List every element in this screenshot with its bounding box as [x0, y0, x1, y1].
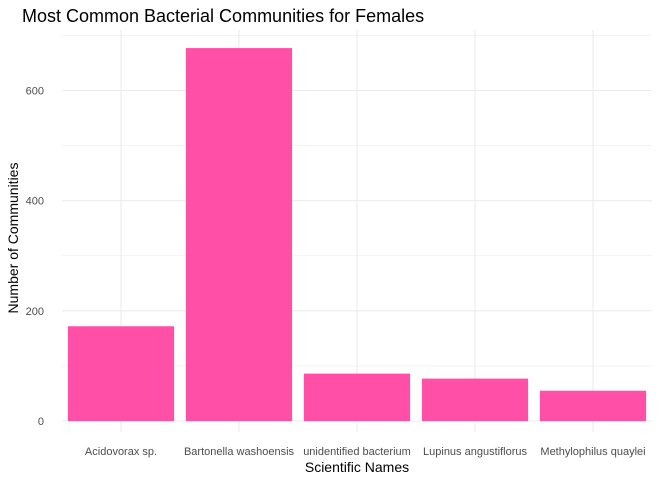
y-tick-label: 400 — [26, 196, 44, 208]
x-tick-label: unidentified bacterium — [303, 446, 411, 458]
bars — [67, 48, 647, 421]
y-tick-label: 200 — [26, 306, 44, 318]
chart-title: Most Common Bacterial Communities for Fe… — [22, 6, 424, 26]
x-tick-labels: Acidovorax sp. Bartonella washoensis unide… — [85, 446, 646, 458]
x-axis-title: Scientific Names — [305, 459, 409, 475]
x-tick-label: Methylophilus quaylei — [540, 446, 645, 458]
y-tick-label: 600 — [26, 86, 44, 98]
bar — [539, 390, 647, 421]
y-tick-label: 0 — [38, 416, 44, 428]
bar — [67, 326, 175, 421]
bar — [303, 373, 411, 421]
grid-lines — [62, 30, 652, 432]
x-tick-label: Acidovorax sp. — [85, 446, 157, 458]
bar — [185, 48, 293, 421]
bar — [421, 378, 529, 421]
y-axis-title: Number of Communities — [5, 163, 21, 314]
x-tick-label: Lupinus angustiflorus — [423, 446, 527, 458]
x-tick-label: Bartonella washoensis — [184, 446, 295, 458]
y-tick-labels: 0 200 400 600 — [26, 86, 44, 429]
